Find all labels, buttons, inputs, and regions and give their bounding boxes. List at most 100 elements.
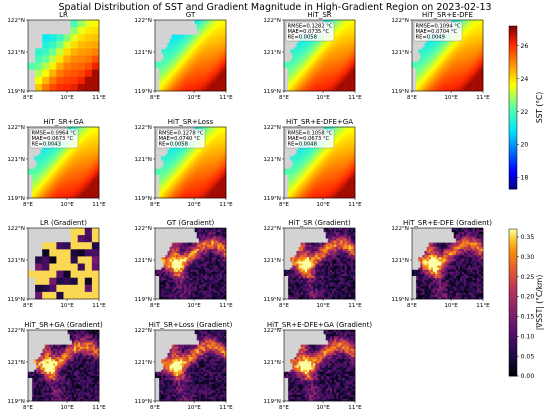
heatmap-cell xyxy=(416,80,419,83)
heatmap-cell xyxy=(342,40,345,44)
heatmap-cell xyxy=(159,179,162,182)
heatmap-cell xyxy=(157,127,160,130)
heatmap-cell xyxy=(92,129,96,132)
heatmap-cell xyxy=(207,74,210,77)
heatmap-cell xyxy=(157,42,160,46)
heatmap-cell xyxy=(175,51,179,54)
heatmap-cell xyxy=(175,24,179,27)
heatmap-cell xyxy=(422,74,425,77)
heatmap-cell xyxy=(157,47,160,50)
heatmap-cell xyxy=(190,61,193,65)
heatmap-cell xyxy=(53,127,56,130)
heatmap-cell xyxy=(188,22,191,25)
heatmap-cell xyxy=(175,22,179,25)
heatmap-cell xyxy=(296,47,299,50)
heatmap-cell xyxy=(165,154,168,157)
heatmap-cell xyxy=(338,86,341,90)
heatmap-cell xyxy=(321,63,324,67)
heatmap-cell xyxy=(304,65,308,69)
heatmap-cell xyxy=(73,172,77,176)
heatmap-cell xyxy=(196,65,200,69)
heatmap-cell xyxy=(42,185,46,188)
heatmap-cell xyxy=(161,185,164,188)
heatmap-cell xyxy=(38,195,41,199)
heatmap-cell xyxy=(159,86,162,90)
heatmap-cell xyxy=(457,57,461,60)
heatmap-cell xyxy=(457,49,461,52)
heatmap-cell xyxy=(215,70,218,73)
heatmap-cell xyxy=(304,63,308,67)
heatmap-cell xyxy=(420,84,423,88)
heatmap-cell xyxy=(46,172,50,176)
heatmap-cell xyxy=(453,86,457,90)
heatmap-cell xyxy=(457,84,461,88)
heatmap-cell xyxy=(34,147,37,151)
heatmap-cell xyxy=(34,170,37,174)
heatmap-cell xyxy=(219,20,223,23)
heatmap-cell xyxy=(65,154,68,157)
heatmap-cell xyxy=(200,49,204,52)
heatmap-cell xyxy=(342,49,345,52)
heatmap-cell xyxy=(472,82,475,86)
heatmap-cell xyxy=(472,53,475,56)
heatmap-cell xyxy=(434,78,438,81)
heatmap-cell xyxy=(346,36,350,40)
heatmap-cell xyxy=(65,175,68,178)
heatmap-cell xyxy=(50,154,54,157)
heatmap-cell xyxy=(32,149,35,153)
heatmap-cell xyxy=(213,49,216,52)
heatmap-cell xyxy=(155,61,158,65)
heatmap-cell xyxy=(315,20,318,23)
heatmap-cell xyxy=(90,183,94,186)
heatmap-cell xyxy=(157,61,160,65)
heatmap-cell xyxy=(46,147,50,151)
heatmap-cell xyxy=(194,32,198,35)
heatmap-cell xyxy=(184,24,187,27)
heatmap-cell xyxy=(163,30,166,33)
heatmap-cell xyxy=(350,68,354,71)
heatmap-cell xyxy=(67,147,71,151)
heatmap-cell xyxy=(63,189,66,193)
heatmap-cell xyxy=(161,181,164,184)
heatmap-cell xyxy=(439,76,442,79)
heatmap-cell xyxy=(219,42,223,46)
heatmap-cell xyxy=(350,38,354,42)
heatmap-cell xyxy=(329,74,333,77)
heatmap-cell xyxy=(167,40,170,44)
heatmap-cell xyxy=(65,166,68,170)
heatmap-cell xyxy=(167,65,170,69)
heatmap-cell xyxy=(73,170,77,174)
heatmap-cell xyxy=(50,149,54,153)
heatmap-cell xyxy=(437,68,440,71)
heatmap-cell xyxy=(350,78,354,81)
heatmap-cell xyxy=(455,74,459,77)
heatmap-cell xyxy=(203,40,206,44)
heatmap-cell xyxy=(217,70,221,73)
heatmap-cell xyxy=(69,187,73,190)
heatmap-cell xyxy=(207,45,210,48)
heatmap-cell xyxy=(325,76,329,79)
heatmap-cell xyxy=(157,30,160,33)
heatmap-cell xyxy=(447,61,450,65)
heatmap-cell xyxy=(447,47,450,50)
heatmap-cell xyxy=(336,61,339,65)
heatmap-cell xyxy=(192,65,195,69)
heatmap-cell xyxy=(476,88,480,92)
heatmap-cell xyxy=(443,55,446,58)
heatmap-cell xyxy=(306,47,310,50)
heatmap-cell xyxy=(73,160,77,163)
heatmap-cell xyxy=(50,152,54,155)
heatmap-cell xyxy=(173,80,177,83)
heatmap-cell xyxy=(155,149,158,153)
heatmap-cell xyxy=(84,179,87,182)
heatmap-cell xyxy=(205,59,208,63)
heatmap-cell xyxy=(447,45,450,48)
heatmap-cell xyxy=(200,59,204,63)
heatmap-cell xyxy=(96,152,100,155)
heatmap-cell xyxy=(90,133,94,136)
heatmap-cell xyxy=(56,69,64,78)
heatmap-cell xyxy=(159,183,162,186)
heatmap-cell xyxy=(449,74,452,77)
heatmap-cell xyxy=(55,172,58,176)
heatmap-cell xyxy=(28,154,31,157)
